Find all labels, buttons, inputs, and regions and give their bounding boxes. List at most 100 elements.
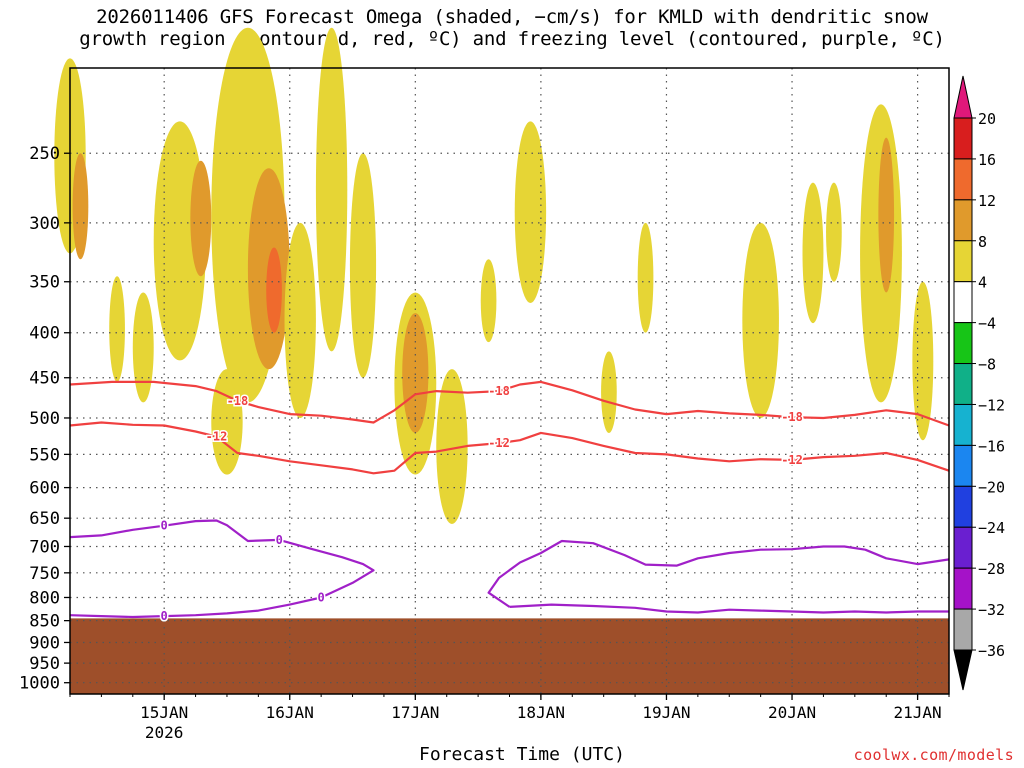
omega-cell-22: [637, 222, 654, 333]
colorbar-label-12: −32: [978, 601, 1005, 619]
grid-lines: [70, 68, 949, 694]
omega-cell-24: [742, 222, 779, 418]
x-tick-label-15jan: 15JAN: [140, 703, 188, 722]
colorbar-label-6: −8: [978, 356, 996, 374]
contour-label-freezing-2: 0: [318, 590, 325, 604]
colorbar-label-11: −28: [978, 560, 1005, 578]
colorbar-bin-10: [953, 526, 973, 569]
colorbar-bin-2: [953, 199, 973, 242]
colorbar-bin-0: [953, 117, 973, 160]
colorbar-label-8: −16: [978, 437, 1005, 455]
contour-line-freezing: [69, 519, 375, 619]
contour-label-minus12-0: -12: [206, 430, 228, 444]
omega-cell-14: [370, 447, 387, 525]
omega-cell-12: [315, 27, 348, 352]
omega-cell-19: [480, 259, 497, 343]
x-tick-label-21jan: 21JAN: [894, 703, 942, 722]
y-tick-label-250: 250: [29, 144, 60, 164]
contour-label-minus18-0: -18: [227, 394, 249, 408]
omega-cell-23: [700, 137, 717, 293]
omega-cell-26: [826, 182, 842, 282]
y-tick-label-1000: 1000: [19, 674, 60, 694]
source-credit: coolwx.com/models: [853, 746, 1014, 764]
colorbar-bin-5: [953, 322, 973, 365]
colorbar-label-7: −12: [978, 396, 1005, 414]
colorbar-bin-11: [953, 567, 973, 610]
x-tick-label-16jan: 16JAN: [266, 703, 314, 722]
colorbar-label-1: 16: [978, 151, 996, 169]
colorbar: 20 16 12 8 4 −4 −8 −12 −16 −20 −24 −28 −32 −36: [953, 75, 1005, 691]
contour-label-minus18-2: -18: [781, 410, 803, 424]
y-axis: 2503003504004505005506006507007508008509…: [19, 144, 70, 694]
y-tick-label-700: 700: [29, 537, 60, 557]
y-tick-label-950: 950: [29, 654, 60, 674]
colorbar-top-arrow: [953, 75, 973, 119]
colorbar-bin-3: [953, 240, 973, 283]
omega-cell-17: [425, 48, 447, 324]
omega-cell-13: [349, 153, 377, 378]
y-tick-label-850: 850: [29, 612, 60, 632]
omega-cell-28: [878, 137, 895, 293]
x-tick-label-20jan: 20JAN: [768, 703, 816, 722]
omega-cell-2: [109, 276, 125, 382]
contour-label-freezing-0: 0: [161, 519, 168, 533]
contour-label-freezing-3: 0: [161, 609, 168, 623]
y-tick-label-450: 450: [29, 369, 60, 389]
y-tick-label-550: 550: [29, 445, 60, 465]
x-axis-label: Forecast Time (UTC): [419, 744, 625, 765]
contour-line-freezing_surface_east: [509, 603, 949, 614]
colorbar-label-10: −24: [978, 519, 1005, 537]
omega-cell-1: [72, 153, 89, 260]
omega-cell-18: [436, 369, 468, 525]
omega-cell-16: [402, 313, 429, 433]
colorbar-label-5: −4: [978, 315, 996, 333]
colorbar-bin-6: [953, 363, 973, 405]
contour-label-minus18-1: -18: [488, 384, 510, 398]
omega-cell-7: [211, 369, 243, 475]
omega-cell-11: [284, 222, 316, 418]
y-tick-label-600: 600: [29, 479, 60, 499]
omega-cell-5: [190, 160, 212, 277]
y-tick-label-800: 800: [29, 588, 60, 608]
x-tick-label-18jan: 18JAN: [517, 703, 565, 722]
below-ground-fill: [70, 618, 949, 694]
y-tick-label-900: 900: [29, 633, 60, 653]
y-tick-label-400: 400: [29, 324, 60, 344]
contour-line-freezing_east: [487, 539, 950, 608]
colorbar-label-4: 4: [978, 274, 987, 292]
temperature-contours: -18 -18 -18 -12 -12 -12 0 0 0 0: [69, 380, 950, 625]
contour-label-minus12-1: -12: [488, 436, 510, 450]
contour-label-freezing-1: 0: [276, 533, 283, 547]
x-tick-label-17jan: 17JAN: [391, 703, 439, 722]
contour-line-minus18: [69, 380, 950, 427]
omega-cell-10: [266, 247, 282, 333]
colorbar-bin-8: [953, 444, 973, 487]
colorbar-label-9: −20: [978, 478, 1005, 496]
colorbar-label-13: −36: [978, 642, 1005, 660]
colorbar-bin-4: [953, 281, 973, 324]
y-tick-label-750: 750: [29, 564, 60, 584]
omega-cell-3: [132, 292, 154, 403]
colorbar-bin-1: [953, 158, 973, 201]
colorbar-label-0: 20: [978, 110, 996, 128]
y-tick-label-300: 300: [29, 214, 60, 234]
chart-title-line-1: 2026011406 GFS Forecast Omega (shaded, −…: [96, 6, 928, 28]
colorbar-bin-9: [953, 485, 973, 528]
colorbar-label-3: 8: [978, 233, 987, 251]
y-tick-label-650: 650: [29, 509, 60, 529]
x-tick-label-19jan: 19JAN: [642, 703, 690, 722]
omega-cell-25: [802, 182, 824, 324]
colorbar-bottom-arrow: [953, 649, 973, 691]
colorbar-label-2: 12: [978, 192, 996, 210]
contour-line-minus12: [69, 421, 950, 475]
chart-title: 2026011406 GFS Forecast Omega (shaded, −…: [0, 6, 1024, 50]
colorbar-bin-7: [953, 403, 973, 446]
y-tick-label-350: 350: [29, 273, 60, 293]
omega-shading: [54, 27, 934, 525]
y-tick-label-500: 500: [29, 409, 60, 429]
contour-label-minus12-2: -12: [781, 453, 803, 467]
colorbar-bin-12: [953, 608, 973, 651]
omega-cell-21: [601, 351, 617, 433]
